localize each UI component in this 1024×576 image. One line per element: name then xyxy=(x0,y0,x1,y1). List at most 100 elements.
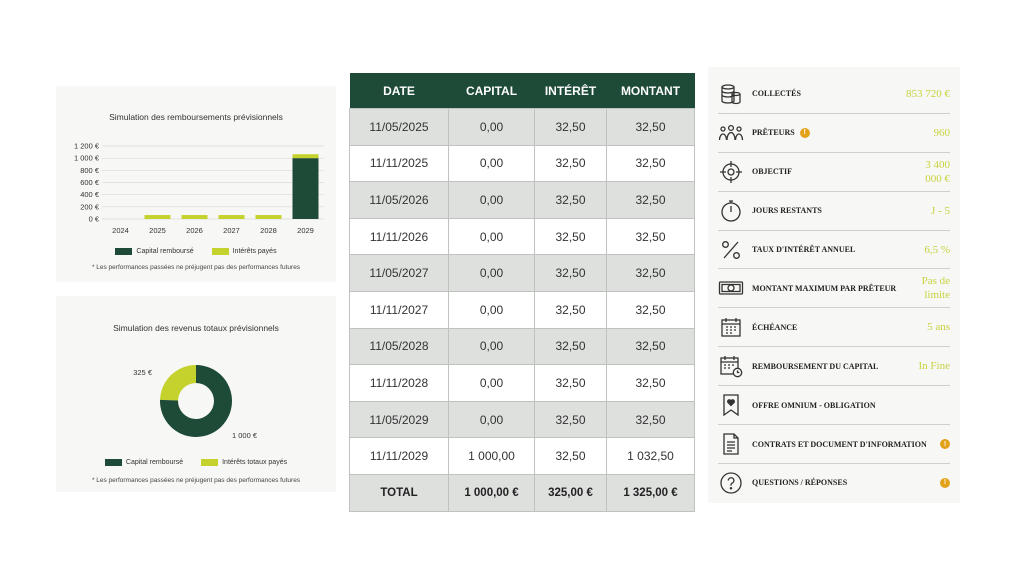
cell-interest: 32,50 xyxy=(534,108,607,146)
table-header-row: DATE CAPITAL INTÉRÊT MONTANT xyxy=(349,73,695,109)
info-badge-icon[interactable]: ! xyxy=(799,127,810,138)
info-row-label: MONTANT MAXIMUM PAR PRÊTEUR xyxy=(752,283,910,294)
cell-amount: 32,50 xyxy=(606,108,695,146)
cell-interest: 32,50 xyxy=(534,364,607,402)
info-row-label-text: ÉCHÉANCE xyxy=(752,322,798,332)
repayment-schedule-table: DATE CAPITAL INTÉRÊT MONTANT 11/05/2025 0… xyxy=(349,73,695,512)
cell-capital: 0,00 xyxy=(448,327,535,366)
legend-swatch-capital xyxy=(104,459,122,466)
table-row: 11/05/2025 0,00 32,50 32,50 xyxy=(349,108,695,146)
cell-amount: 32,50 xyxy=(606,217,695,256)
info-row-label-text: REMBOURSEMENT DU CAPITAL xyxy=(752,361,879,371)
info-row-label: COLLECTÉS xyxy=(752,88,906,99)
info-row-11[interactable]: QUESTIONS / RÉPONSES! xyxy=(718,464,950,502)
calendar-icon xyxy=(718,314,744,340)
info-row-value: 6,5 % xyxy=(924,243,950,256)
table-row: 11/11/2025 0,00 32,50 32,50 xyxy=(349,144,695,183)
x-tick-label: 2026 xyxy=(186,226,203,235)
info-row-label: OFFRE OMNIUM - OBLIGATION xyxy=(752,400,950,411)
info-row-label: ÉCHÉANCE xyxy=(752,322,927,333)
info-row-label-text: OBJECTIF xyxy=(752,167,793,177)
coins-icon xyxy=(718,81,744,107)
target-icon xyxy=(718,159,744,185)
percent-icon xyxy=(718,237,744,263)
total-amount: 1 325,00 € xyxy=(606,473,695,512)
cell-date: 11/05/2025 xyxy=(349,108,449,146)
cell-capital: 0,00 xyxy=(448,290,535,329)
info-row-label-text: COLLECTÉS xyxy=(752,89,801,99)
info-row-1: COLLECTÉS 853 720 € xyxy=(718,75,950,114)
y-tick-label: 200 € xyxy=(80,202,100,211)
info-row-label: REMBOURSEMENT DU CAPITAL xyxy=(752,361,919,372)
column-header-capital: CAPITAL xyxy=(448,73,535,109)
y-tick-label: 0 € xyxy=(89,215,100,224)
income-chart-card: Simulation des revenus totaux prévisionn… xyxy=(56,296,336,492)
info-row-label-text: MONTANT MAXIMUM PAR PRÊTEUR xyxy=(752,283,897,293)
info-row-value: 3 400 000 € xyxy=(925,158,950,185)
info-row-5: TAUX D'INTÉRÊT ANNUEL 6,5 % xyxy=(718,231,950,270)
cell-capital: 0,00 xyxy=(448,181,535,219)
cell-amount: 32,50 xyxy=(606,290,695,329)
offer-info-panel: COLLECTÉS 853 720 € PRÊTEURS! 960 OBJECTIF 3 … xyxy=(708,67,960,503)
cell-date: 11/11/2027 xyxy=(349,290,449,329)
cell-interest: 32,50 xyxy=(534,290,607,329)
bar-capital-2029 xyxy=(292,158,319,219)
info-badge-icon[interactable]: ! xyxy=(940,439,950,450)
cell-date: 11/05/2028 xyxy=(349,327,449,366)
repayment-chart-card: Simulation des remboursements prévisionn… xyxy=(56,86,336,282)
y-tick-label: 1 200 € xyxy=(74,142,100,151)
legend-interest: Intérêts payés xyxy=(211,248,277,255)
legend-capital-label: Capital remboursé xyxy=(136,248,194,255)
cell-capital: 0,00 xyxy=(448,217,535,256)
info-row-label: PRÊTEURS! xyxy=(752,127,934,138)
info-row-label: OBJECTIF xyxy=(752,166,910,177)
bookmark-heart-icon xyxy=(718,392,744,418)
info-row-label-text: JOURS RESTANTS xyxy=(752,206,822,216)
info-badge-icon[interactable]: ! xyxy=(940,477,950,488)
x-tick-label: 2025 xyxy=(149,226,166,235)
repayment-chart-title: Simulation des remboursements prévisionn… xyxy=(109,112,283,122)
info-row-7: ÉCHÉANCE 5 ans xyxy=(718,308,950,348)
income-chart-title: Simulation des revenus totaux prévisionn… xyxy=(113,323,279,333)
banknote-icon xyxy=(718,275,744,301)
table-row: 11/11/2028 0,00 32,50 32,50 xyxy=(349,364,695,402)
info-row-label-text: TAUX D'INTÉRÊT ANNUEL xyxy=(752,245,856,255)
info-row-value: 5 ans xyxy=(927,321,950,334)
y-tick-label: 800 € xyxy=(80,166,100,175)
info-row-2: PRÊTEURS! 960 xyxy=(718,114,950,153)
legend-capital-label: Capital remboursé xyxy=(125,459,184,466)
bar-interest-2026 xyxy=(181,215,208,219)
donut-label-capital: 1 000 € xyxy=(232,431,258,440)
table-row: 11/11/2026 0,00 32,50 32,50 xyxy=(349,217,695,256)
info-row-label: QUESTIONS / RÉPONSES xyxy=(752,477,940,488)
repayment-chart-disclaimer: * Les performances passées ne préjugent … xyxy=(91,264,301,271)
legend-swatch-capital xyxy=(115,248,133,255)
income-donut-chart: 325 € 1 000 € xyxy=(133,365,258,440)
info-row-value: J - 5 xyxy=(931,204,950,217)
cell-amount: 32,50 xyxy=(606,254,695,292)
cell-amount: 32,50 xyxy=(606,181,695,219)
x-tick-label: 2029 xyxy=(297,226,314,235)
y-tick-label: 600 € xyxy=(80,178,100,187)
table-row: 11/05/2027 0,00 32,50 32,50 xyxy=(349,254,695,292)
column-header-interest: INTÉRÊT xyxy=(534,73,607,109)
cell-date: 11/11/2025 xyxy=(349,144,449,183)
total-capital: 1 000,00 € xyxy=(448,473,535,512)
cell-amount: 32,50 xyxy=(606,327,695,366)
info-row-9[interactable]: OFFRE OMNIUM - OBLIGATION xyxy=(718,386,950,426)
info-row-label: TAUX D'INTÉRÊT ANNUEL xyxy=(752,244,924,255)
cell-date: 11/05/2029 xyxy=(349,400,449,439)
info-row-value: In Fine xyxy=(918,360,950,373)
column-header-date: DATE xyxy=(349,73,449,109)
column-header-amount: MONTANT xyxy=(606,73,695,109)
cell-interest: 32,50 xyxy=(534,327,607,366)
y-tick-label: 400 € xyxy=(80,190,100,199)
info-row-value: 960 xyxy=(933,126,951,139)
info-row-10[interactable]: CONTRATS ET DOCUMENT D'INFORMATION! xyxy=(718,425,950,464)
cell-amount: 32,50 xyxy=(606,364,695,402)
cell-date: 11/11/2028 xyxy=(349,364,449,402)
legend-capital: Capital remboursé xyxy=(104,459,184,466)
cell-interest: 32,50 xyxy=(534,254,607,292)
donut-label-interest: 325 € xyxy=(133,368,153,377)
cell-date: 11/11/2026 xyxy=(349,217,449,256)
